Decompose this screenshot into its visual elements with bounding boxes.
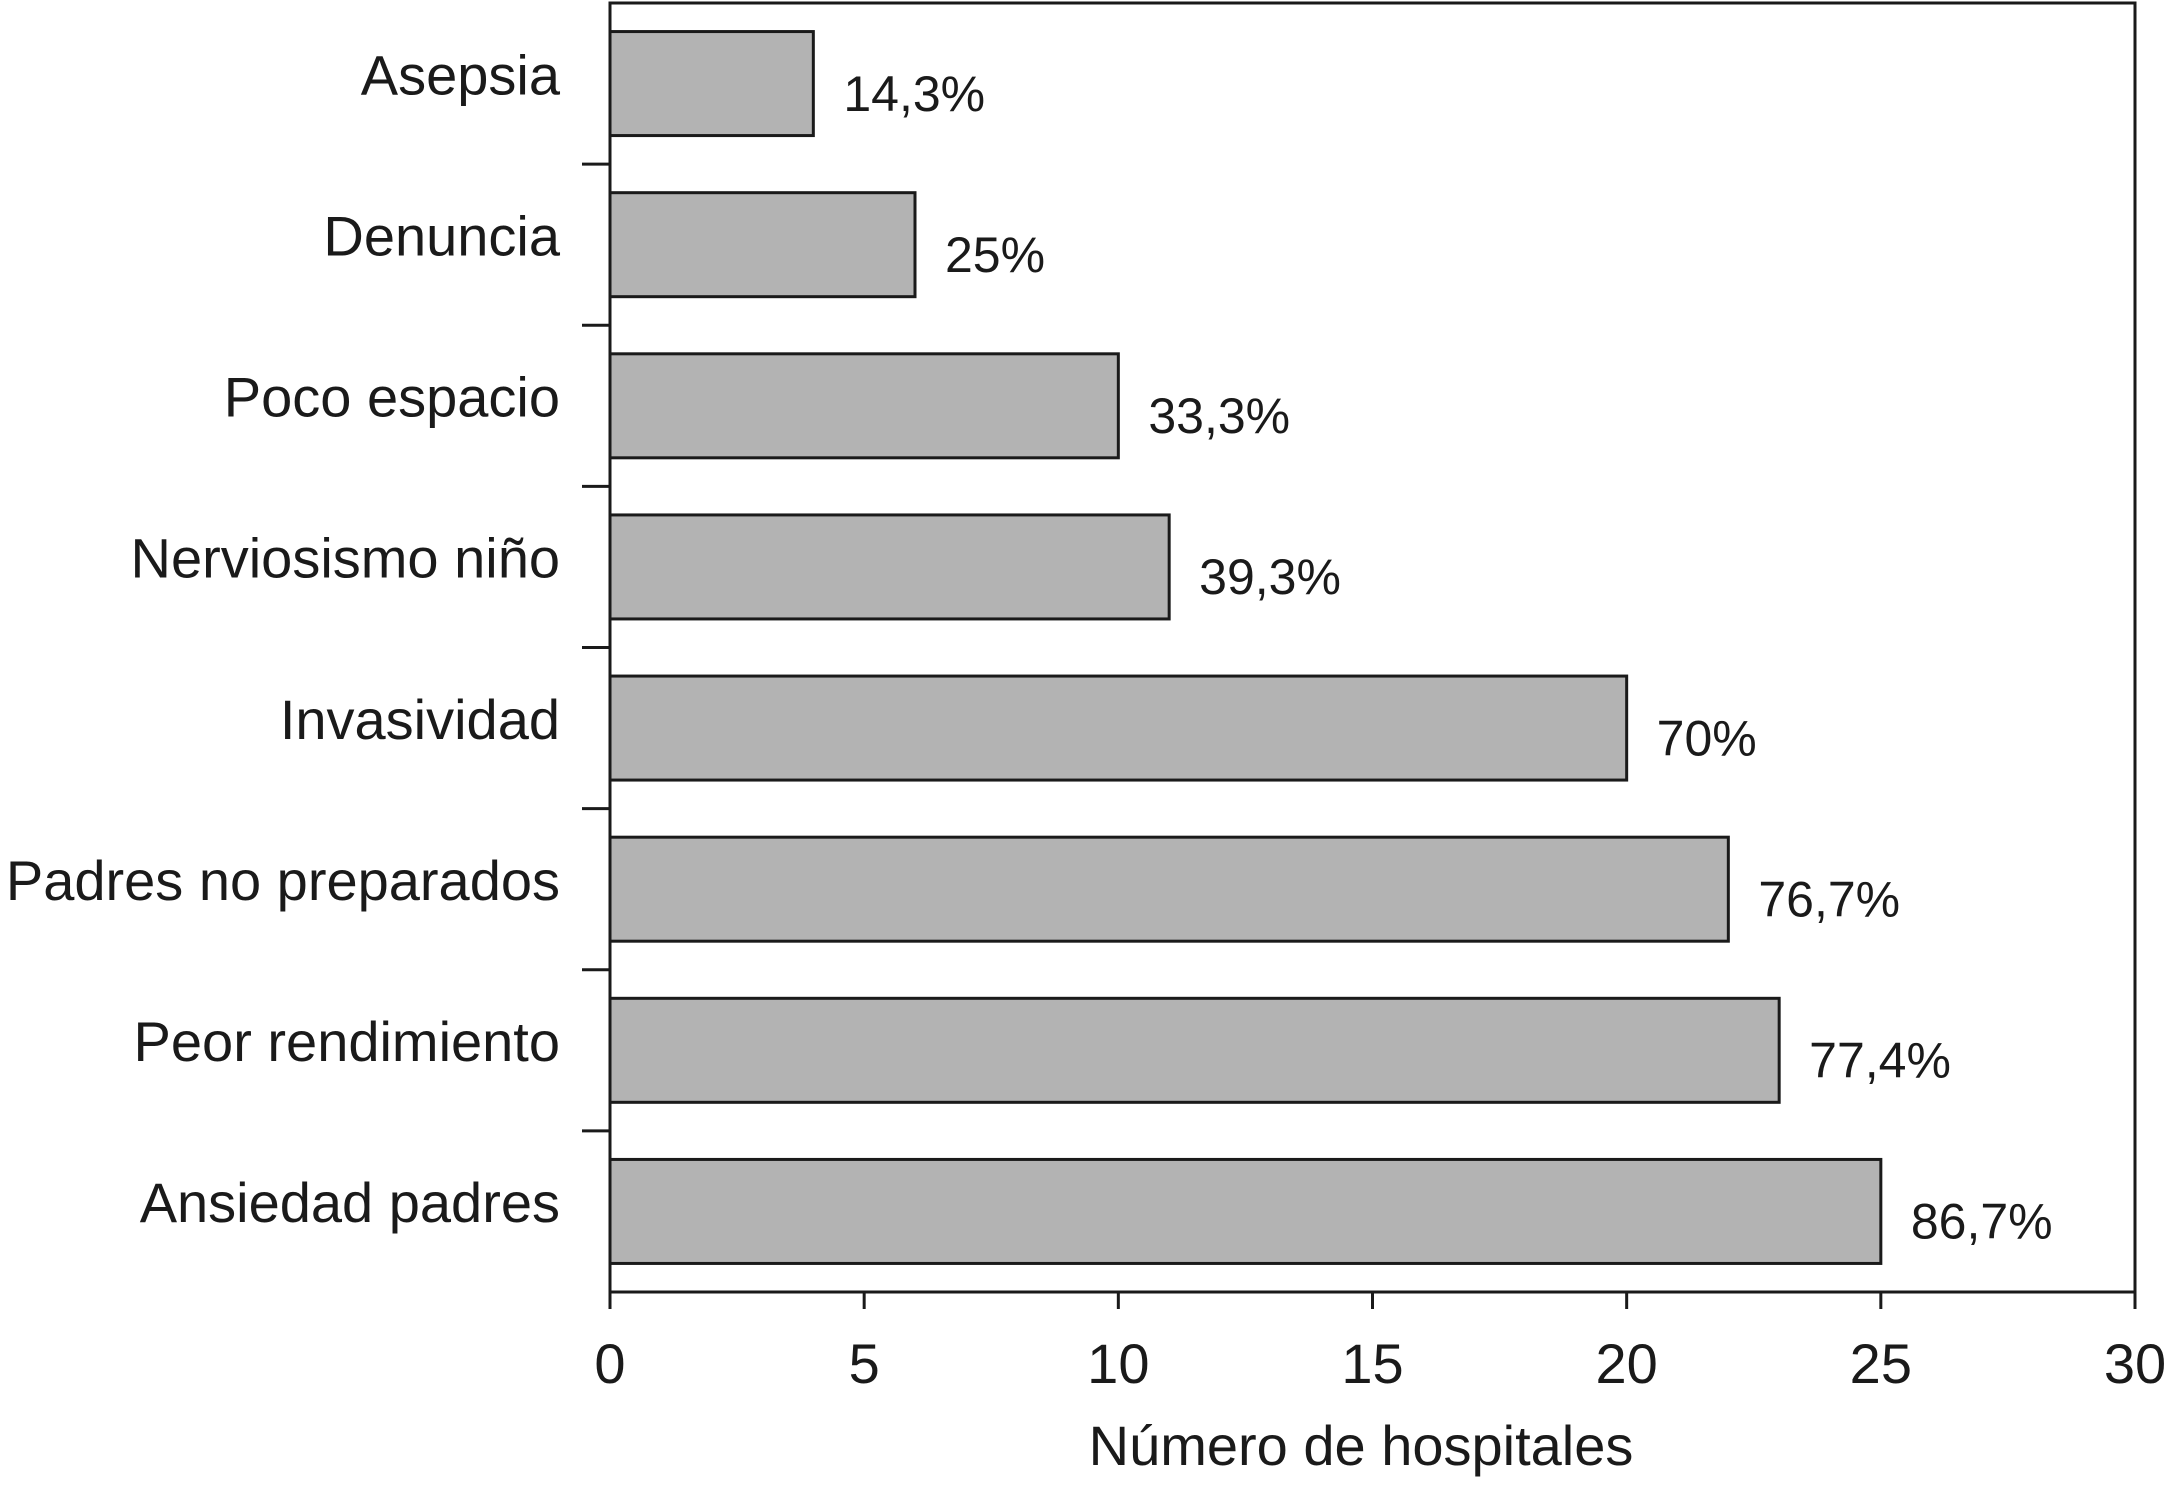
bar	[608, 352, 1120, 460]
data-label: 25%	[945, 227, 1045, 283]
bar	[608, 513, 1171, 621]
y-tick-label: Invasividad	[280, 688, 560, 751]
data-label: 33,3%	[1148, 388, 1290, 444]
bar	[608, 835, 1730, 943]
data-label: 77,4%	[1809, 1033, 1951, 1089]
bar	[608, 996, 1781, 1104]
data-label: 39,3%	[1199, 549, 1341, 605]
x-tick-label: 15	[1341, 1332, 1403, 1395]
x-tick-label: 25	[1850, 1332, 1912, 1395]
data-label: 14,3%	[843, 66, 985, 122]
y-tick-label: Ansiedad padres	[140, 1171, 560, 1234]
y-tick-label: Poco espacio	[224, 366, 560, 429]
y-tick-label: Asepsia	[361, 43, 561, 106]
x-tick-label: 5	[849, 1332, 880, 1395]
y-tick-label: Peor rendimiento	[134, 1010, 560, 1073]
bar	[608, 1157, 1883, 1265]
bar	[608, 30, 815, 138]
data-label: 86,7%	[1911, 1194, 2053, 1250]
x-axis-label: Número de hospitales	[1089, 1414, 1634, 1477]
x-tick-label: 20	[1596, 1332, 1658, 1395]
data-label: 70%	[1657, 710, 1757, 766]
y-tick-label: Denuncia	[323, 204, 560, 267]
x-tick-label: 30	[2104, 1332, 2166, 1395]
x-tick-label: 10	[1087, 1332, 1149, 1395]
x-tick-label: 0	[594, 1332, 625, 1395]
y-tick-label: Padres no preparados	[6, 849, 560, 912]
bar	[608, 674, 1629, 782]
bar	[608, 191, 917, 299]
y-tick-label: Nerviosismo niño	[131, 527, 561, 590]
data-label: 76,7%	[1758, 871, 1900, 927]
